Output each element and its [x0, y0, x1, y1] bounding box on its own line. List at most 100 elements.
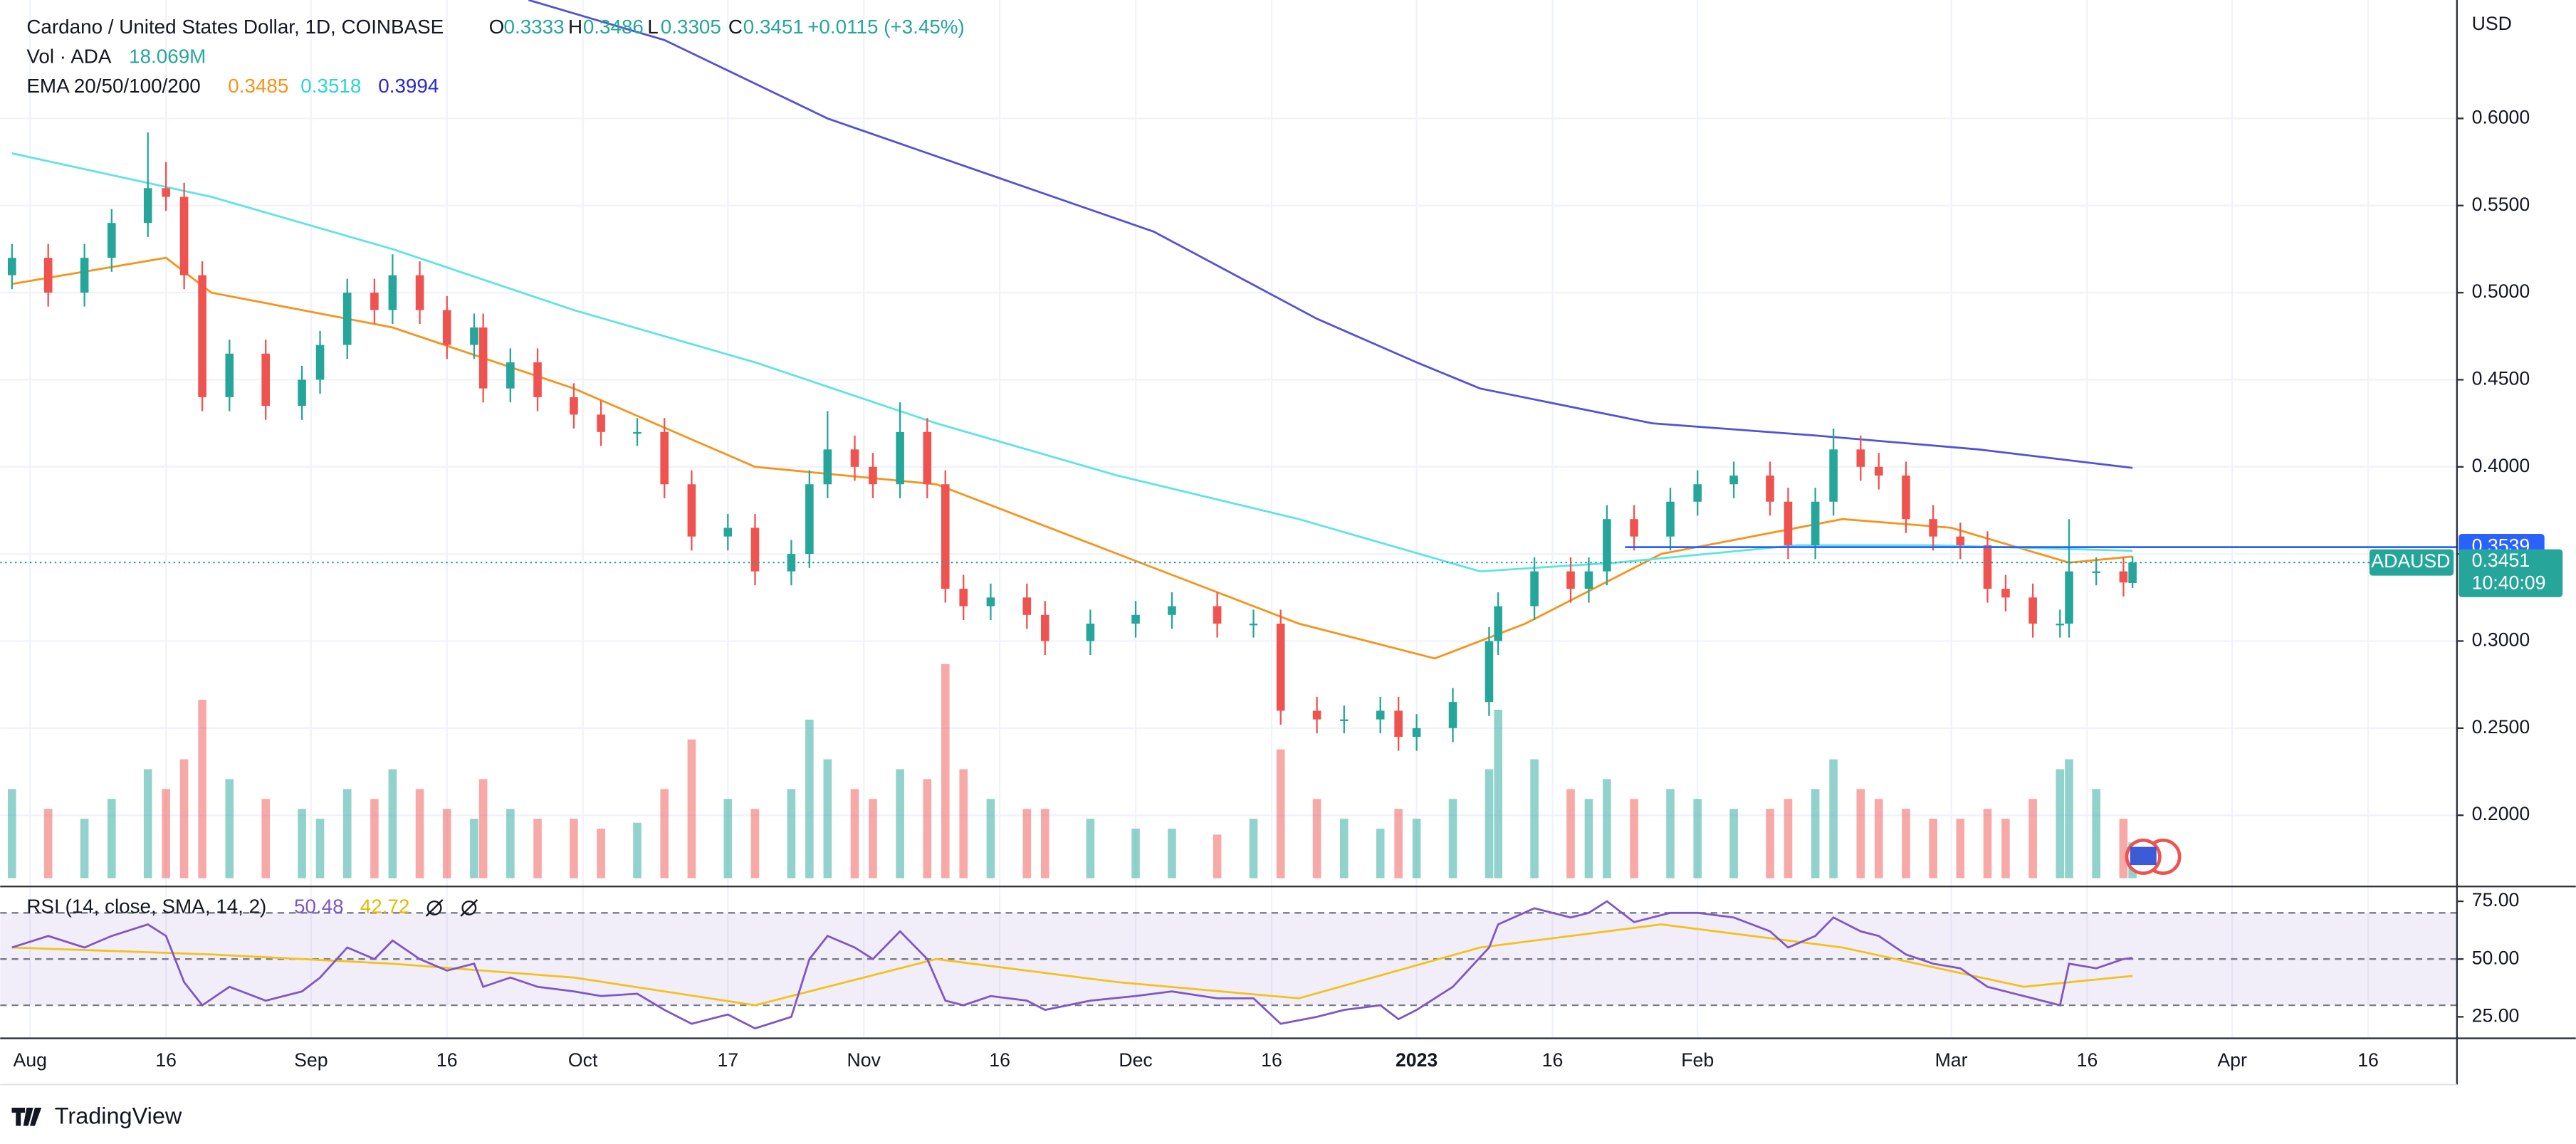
ohlc-letter: O: [489, 16, 505, 38]
candle-body: [1485, 641, 1494, 703]
x-tick-label: Oct: [568, 1049, 598, 1071]
volume-bar: [787, 789, 796, 878]
ohlc-letter: H: [568, 16, 582, 38]
countdown: 10:40:09: [2472, 572, 2546, 593]
candle-body: [986, 597, 995, 607]
candle-body: [1630, 519, 1638, 537]
volume-bar: [143, 769, 152, 878]
candle-body: [597, 414, 605, 432]
ohlc-value: 0.3451: [743, 16, 804, 38]
ema-line: [528, 0, 2133, 469]
candle-body: [1566, 571, 1575, 589]
volume-bar: [1929, 819, 1937, 878]
volume-bar: [388, 769, 397, 878]
candle-body: [2119, 571, 2128, 583]
volume-legend: Vol · ADA: [26, 46, 111, 68]
volume-bar: [633, 822, 642, 878]
ema-legend: EMA 20/50/100/200: [26, 75, 200, 97]
volume-bar: [1693, 799, 1702, 878]
candle-body: [941, 484, 950, 589]
volume-bar: [1340, 819, 1349, 878]
candle-body: [1086, 624, 1095, 641]
candle-body: [1530, 571, 1539, 607]
candle-body: [1766, 476, 1774, 502]
rsi-legend: RSI (14, close, SMA, 14, 2): [26, 896, 266, 918]
candle-body: [1494, 606, 1502, 641]
ohlc-value: 0.3305: [661, 16, 721, 38]
volume-bar: [1630, 799, 1638, 878]
y-tick-label: 0.2000: [2472, 803, 2530, 824]
y-tick-label: 0.4500: [2472, 367, 2530, 389]
volume-bar: [1874, 799, 1883, 878]
candle-body: [370, 293, 379, 310]
rsi-hidden-icons: [425, 898, 478, 917]
ohlc-value: 0.3486: [583, 16, 644, 38]
candle-body: [1213, 606, 1222, 624]
volume-bar: [2056, 769, 2065, 878]
volume-bar: [1566, 789, 1575, 878]
volume-bar: [80, 819, 89, 878]
change-label: +0.0115 (+3.45%): [807, 16, 965, 38]
labels: Aug 16 Sep 16 Oct 17 Nov 16 Dec 16 2023 16 Feb Mar 16 A…: [14, 106, 2563, 1071]
volume-bar: [43, 809, 53, 878]
candle-body: [108, 223, 116, 258]
volume-bar: [941, 663, 950, 878]
rsi-pane: [0, 900, 2457, 1030]
volume-bar: [1168, 829, 1176, 878]
volume-bar: [1983, 809, 1992, 878]
volume-bar: [1811, 789, 1820, 878]
volume-bar: [2065, 759, 2073, 878]
volume-bar: [162, 789, 170, 878]
candle-body: [959, 589, 968, 607]
volume-bar: [8, 789, 16, 878]
volume-bar: [1766, 809, 1774, 878]
candle-body: [923, 431, 932, 485]
ohlc-letter: C: [728, 16, 743, 38]
rsi-line: [11, 900, 2133, 1030]
axes: [0, 0, 2576, 1086]
candle-body: [1448, 702, 1457, 728]
volume-bar: [261, 799, 270, 878]
volume-bar: [2092, 789, 2101, 878]
candle-body: [633, 431, 642, 434]
volume-bar: [896, 769, 904, 878]
candle-body: [1603, 519, 1611, 572]
candle-body: [1312, 710, 1321, 720]
ema-line: [11, 152, 2133, 572]
candle-body: [225, 353, 234, 397]
volume-bar: [1249, 819, 1258, 878]
brand-logo: [11, 1107, 42, 1126]
volume-bar: [869, 799, 877, 878]
candle-body: [1856, 449, 1865, 467]
event-flags: [2125, 839, 2182, 876]
ohlc-letter: L: [647, 16, 658, 38]
chart-title: Cardano / United States Dollar, 1D, COIN…: [26, 16, 444, 38]
rsi-sma-value: 42.72: [360, 896, 410, 918]
volume-bar: [315, 819, 325, 878]
candle-body: [198, 275, 206, 397]
volume-bar: [1213, 834, 1222, 878]
candle-body: [660, 431, 669, 485]
candle-body: [2065, 571, 2073, 624]
candle-body: [1729, 476, 1738, 485]
volume-bar: [2119, 819, 2128, 878]
candle-body: [1983, 545, 1992, 589]
candle-body: [80, 258, 89, 293]
x-tick-label: Nov: [847, 1049, 881, 1071]
candle-body: [2001, 589, 2010, 598]
y-tick-label: 0.2500: [2472, 716, 2530, 738]
volume-bar: [1603, 779, 1611, 878]
volume-bar: [370, 799, 379, 878]
volume-bar: [2028, 799, 2037, 878]
volume-bar: [108, 799, 116, 878]
volume-bar: [1829, 759, 1838, 878]
x-tick-label: Apr: [2217, 1049, 2247, 1071]
candle-body: [850, 449, 859, 467]
candle-body: [533, 362, 542, 397]
candle-body: [1666, 501, 1675, 537]
x-tick-label: 16: [436, 1049, 458, 1071]
candle-body: [723, 528, 733, 537]
